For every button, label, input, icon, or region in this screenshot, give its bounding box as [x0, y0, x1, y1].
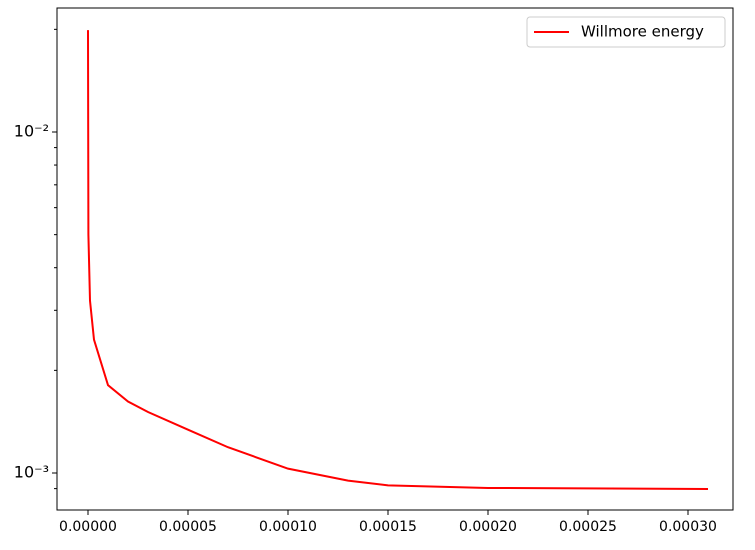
y-tick-label: 10⁻³: [14, 463, 49, 482]
x-tick-label: 0.00010: [259, 519, 317, 535]
legend-box: [526, 16, 726, 48]
legend-label: Willmore energy: [581, 23, 704, 41]
x-tick-label: 0.00015: [359, 519, 417, 535]
x-tick-label: 0.00005: [159, 519, 217, 535]
line: [87, 30, 709, 490]
plot-frame: [56, 7, 734, 511]
x-tick-label: 0.00000: [59, 519, 117, 535]
y-tick-label: 10⁻²: [14, 121, 49, 140]
x-tick-label: 0.00020: [459, 519, 517, 535]
x-tick-label: 0.00025: [559, 519, 617, 535]
x-tick-label: 0.00030: [659, 519, 717, 535]
